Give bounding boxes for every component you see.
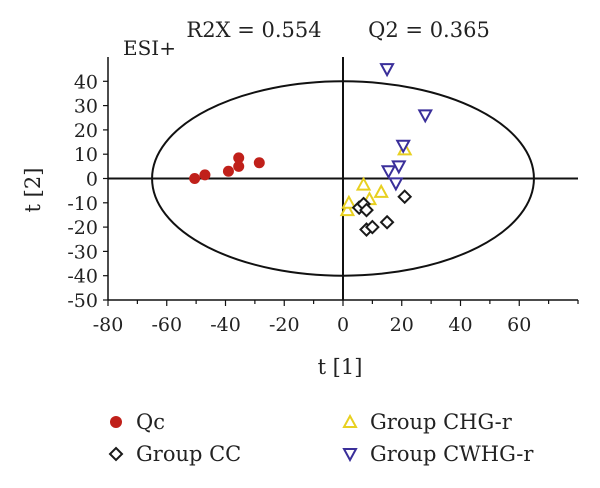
point-group-cwhg-r <box>391 160 407 175</box>
diamond-marker-icon <box>108 446 124 462</box>
point-group-cwhg-r <box>417 109 433 124</box>
x-tick-label: 20 <box>390 314 414 336</box>
point-qc <box>253 157 265 169</box>
point-qc <box>199 169 211 181</box>
triangle-up-marker-icon <box>342 414 358 428</box>
y-tick-label: 10 <box>74 144 98 166</box>
r2x-label: R2X = 0.554 <box>186 18 321 42</box>
point-group-chg-r <box>373 183 389 198</box>
point-group-chg-r <box>355 176 372 191</box>
point-group-cwhg-r <box>388 177 404 192</box>
point-group-cwhg-r <box>379 63 395 78</box>
x-tick-label: 0 <box>337 314 349 336</box>
point-qc <box>222 165 234 177</box>
x-tick-label: -20 <box>269 314 300 336</box>
x-tick-label: 40 <box>448 314 472 336</box>
point-group-chg-r <box>339 202 356 217</box>
x-axis-label: t [1] <box>318 355 363 379</box>
legend-item-qc: Qc <box>108 410 165 434</box>
y-tick-label: -50 <box>67 290 98 312</box>
legend-item-group-cwhg-r: Group CWHG-r <box>342 442 533 466</box>
point-group-cwhg-r <box>395 139 411 154</box>
y-tick-label: -40 <box>67 266 98 288</box>
y-tick-label: 40 <box>74 71 98 93</box>
y-tick-label: -20 <box>67 217 98 239</box>
point-group-cc <box>397 189 413 205</box>
point-group-cc <box>364 219 380 235</box>
y-tick-label: 30 <box>74 96 98 118</box>
point-group-chg-r <box>341 194 357 209</box>
y-tick-label: -30 <box>67 241 98 263</box>
triangle-down-marker-icon <box>342 448 358 462</box>
y-tick-label: 20 <box>74 120 98 142</box>
legend-label-qc: Qc <box>136 410 165 434</box>
point-group-cc <box>359 202 374 218</box>
point-qc <box>233 152 245 164</box>
circle-marker-icon <box>110 416 122 428</box>
y-axis-label: t [2] <box>21 168 45 213</box>
legend-item-group-cc: Group CC <box>108 442 241 466</box>
legend-item-group-chg-r: Group CHG-r <box>342 410 512 434</box>
q2-label: Q2 = 0.365 <box>368 18 490 42</box>
x-tick-label: -60 <box>151 314 182 336</box>
y-tick-label: 0 <box>86 169 98 191</box>
legend-label-group-cwhg-r: Group CWHG-r <box>370 442 534 466</box>
point-group-cwhg-r <box>380 165 397 180</box>
legend-label-group-cc: Group CC <box>136 442 242 466</box>
y-tick-label: -10 <box>67 193 98 215</box>
x-tick-label: -80 <box>93 314 124 336</box>
x-tick-label: 60 <box>507 314 531 336</box>
legend-label-group-chg-r: Group CHG-r <box>370 410 512 434</box>
x-tick-label: -40 <box>210 314 241 336</box>
point-qc <box>189 173 201 184</box>
esi-annotation: ESI+ <box>123 36 176 60</box>
point-qc <box>233 160 245 172</box>
point-group-cc <box>379 214 395 230</box>
